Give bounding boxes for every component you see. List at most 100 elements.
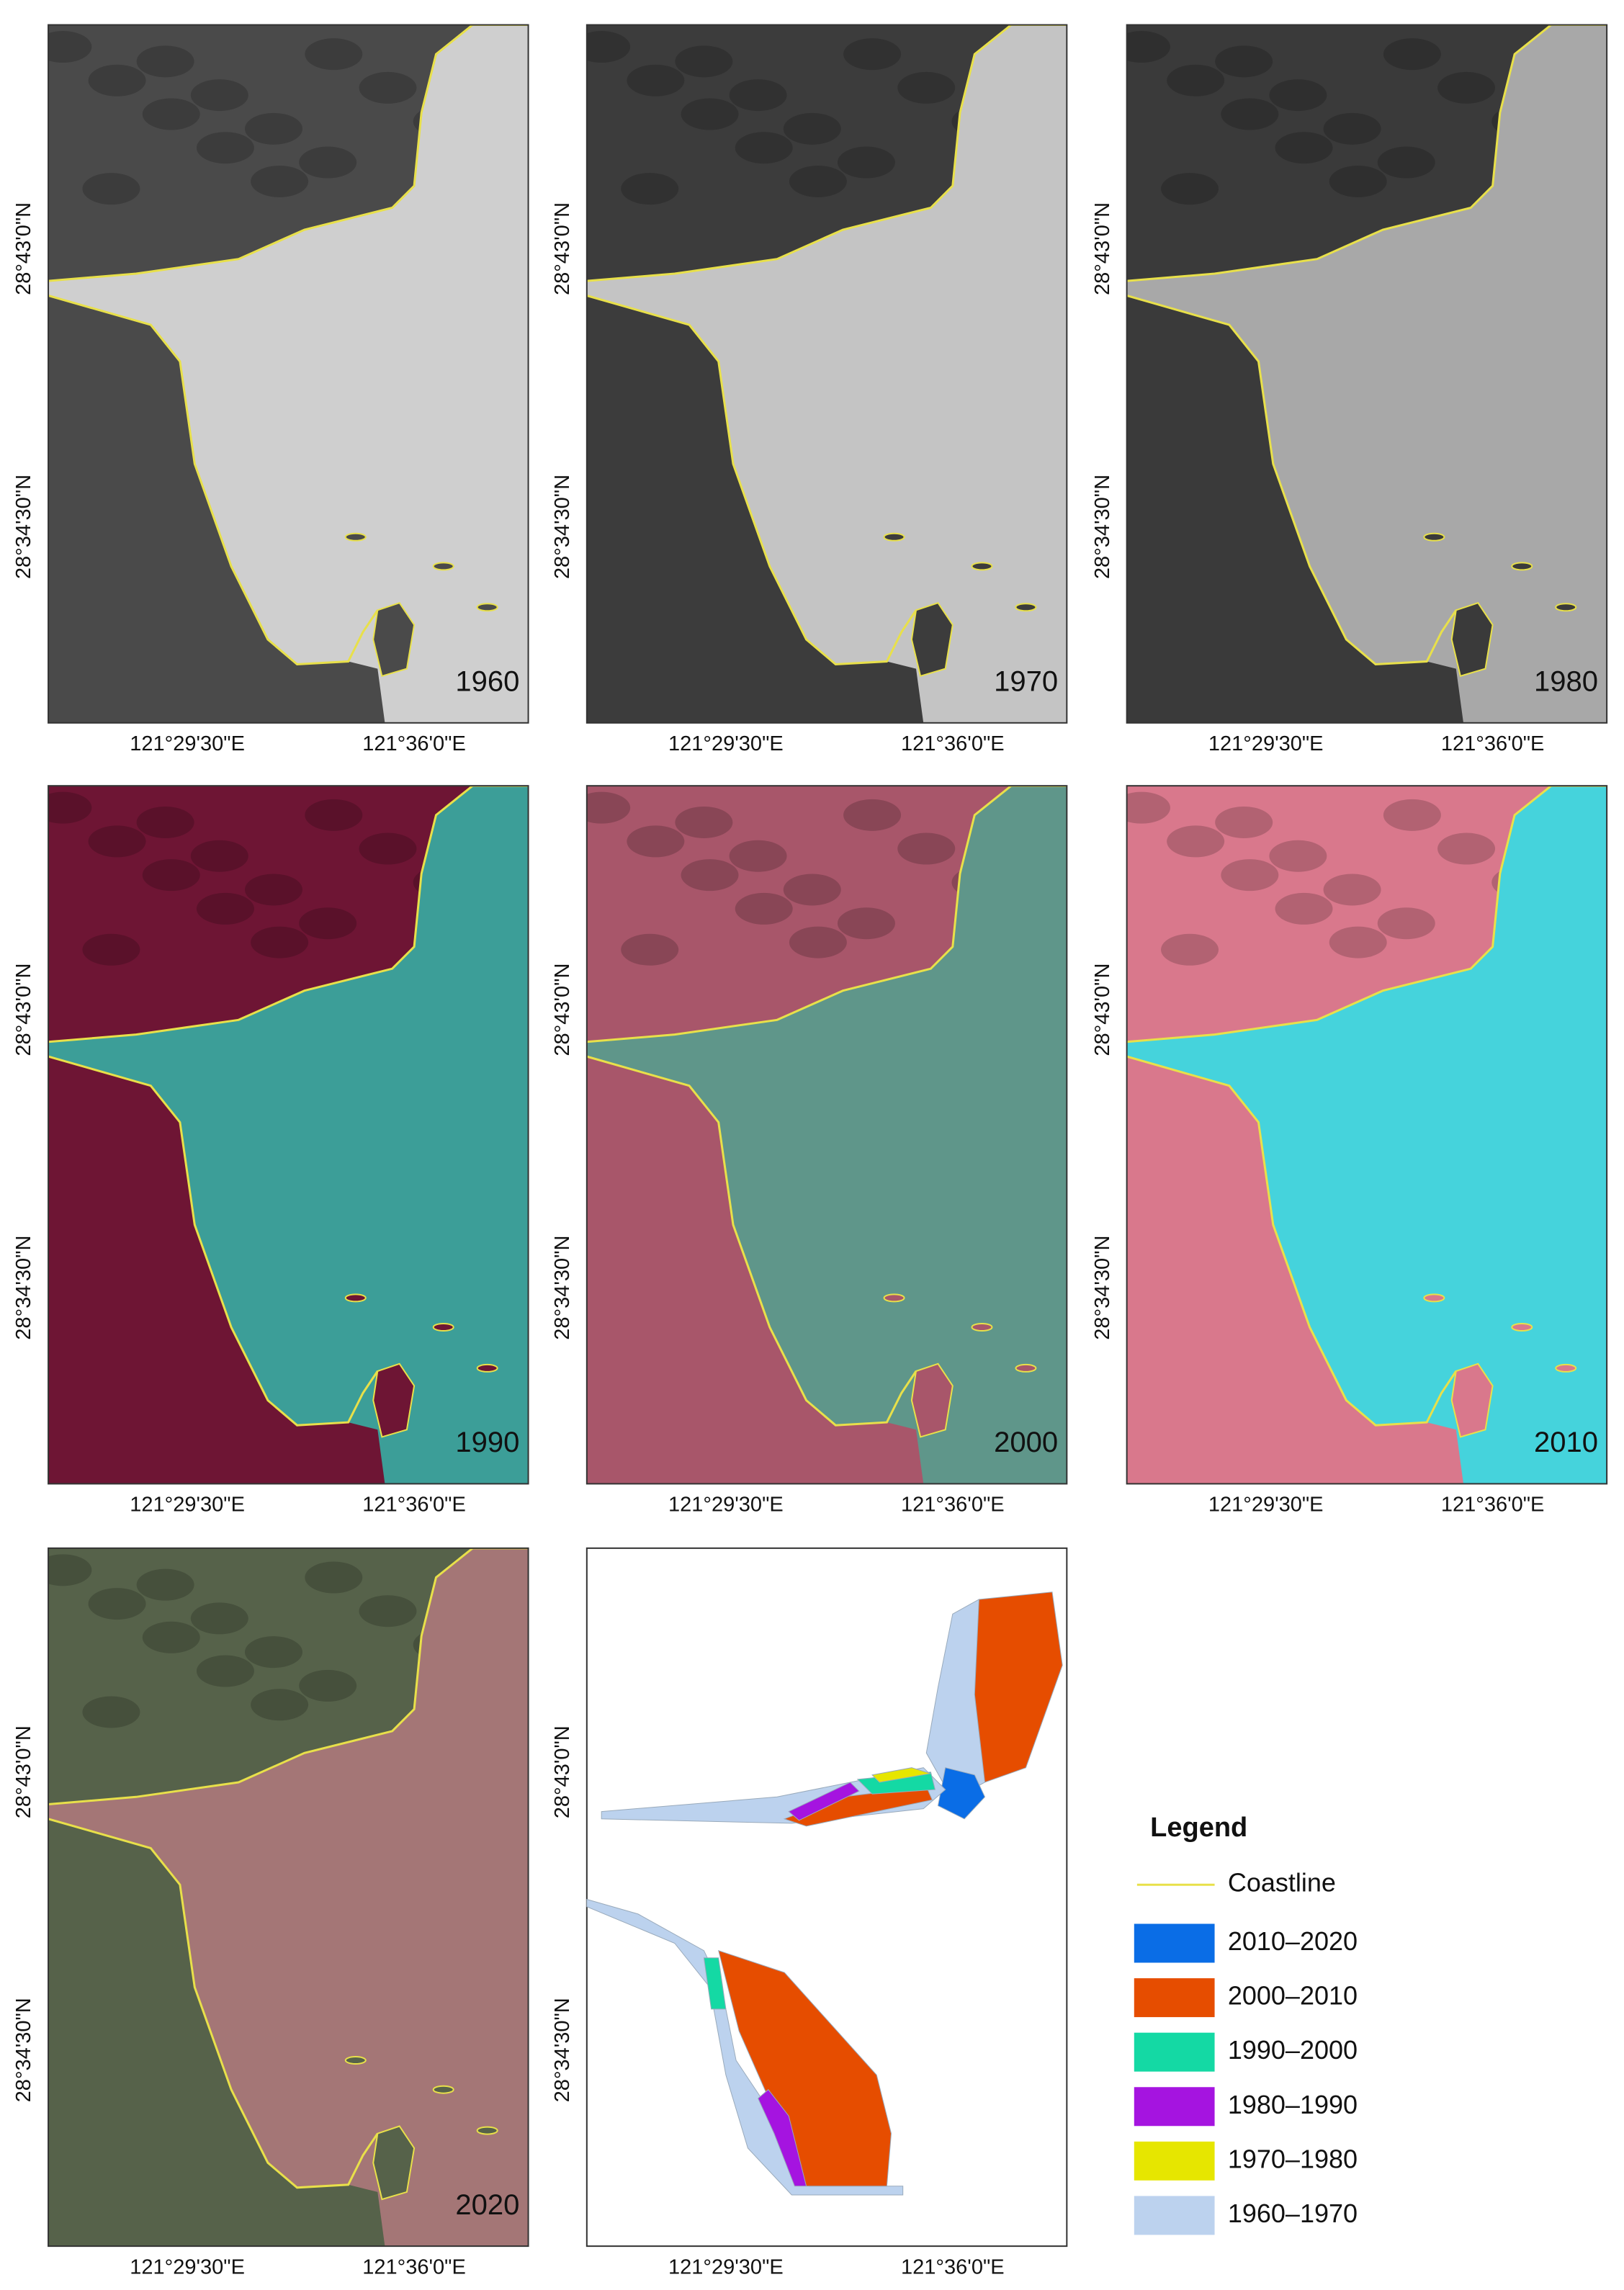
- lon-label: 121°29'30"E: [1208, 1494, 1324, 1517]
- terrain: [1215, 45, 1273, 78]
- reclamation-area: [937, 1767, 986, 1820]
- legend-label: 1970–1980: [1228, 2144, 1358, 2173]
- lat-label: 28°43'0"N: [1091, 202, 1114, 295]
- reclamation-area: [974, 1591, 1063, 1783]
- terrain: [1221, 859, 1279, 892]
- terrain: [190, 79, 248, 112]
- lat-label: 28°34'30"N: [551, 475, 574, 579]
- year-label: 1970: [994, 666, 1058, 698]
- island: [344, 1293, 367, 1303]
- terrain: [136, 45, 194, 78]
- coastline: [586, 24, 1067, 282]
- terrain: [359, 832, 417, 865]
- terrain: [843, 38, 902, 71]
- terrain: [1329, 926, 1387, 958]
- terrain: [190, 840, 248, 872]
- terrain: [1377, 907, 1435, 940]
- terrain: [196, 132, 254, 164]
- year-label: 2020: [455, 2189, 519, 2221]
- island: [971, 1323, 993, 1332]
- island: [1423, 1293, 1445, 1303]
- island: [432, 1323, 454, 1332]
- island: [1450, 602, 1494, 678]
- water: [586, 786, 1067, 1484]
- water: [586, 24, 1067, 723]
- reclamation-area: [757, 2088, 807, 2187]
- island: [971, 562, 993, 571]
- terrain: [359, 71, 417, 104]
- terrain: [1323, 112, 1381, 145]
- lon-label: 121°29'30"E: [668, 1494, 784, 1517]
- terrain: [1377, 146, 1435, 179]
- terrain: [681, 859, 739, 892]
- terrain: [244, 112, 302, 145]
- island: [372, 1362, 416, 1438]
- lon-label: 121°36'0"E: [362, 732, 466, 755]
- lat-label: 28°34'30"N: [551, 1998, 574, 2102]
- island: [344, 2056, 367, 2065]
- terrain: [82, 1696, 140, 1728]
- panel-border: [48, 24, 529, 724]
- island: [1015, 1363, 1037, 1373]
- legend-label: Coastline: [1228, 1868, 1336, 1898]
- legend-swatch: [1134, 2087, 1215, 2127]
- coastline: [1126, 786, 1607, 1043]
- coastline: [48, 1055, 379, 1427]
- terrain: [675, 806, 733, 838]
- terrain: [729, 79, 787, 112]
- map-panel: [586, 786, 1067, 1484]
- terrain: [136, 806, 194, 838]
- legend-label: 1980–1990: [1228, 2090, 1358, 2119]
- coastline: [586, 1055, 918, 1427]
- terrain: [251, 1689, 309, 1721]
- terrain: [586, 791, 631, 824]
- lat-label: 28°43'0"N: [551, 964, 574, 1056]
- island: [1015, 603, 1037, 612]
- island: [910, 1362, 954, 1438]
- coastline: [1126, 295, 1458, 666]
- terrain: [1323, 874, 1381, 906]
- legend-swatch: [1134, 1978, 1215, 2018]
- island: [883, 1293, 905, 1303]
- legend-label: 1990–2000: [1228, 2035, 1358, 2065]
- lon-label: 121°36'0"E: [1441, 732, 1545, 755]
- coastline: [48, 1818, 379, 2189]
- legend-label: 1960–1970: [1228, 2199, 1358, 2228]
- map-panel: [1126, 24, 1607, 723]
- terrain: [244, 1636, 302, 1669]
- terrain: [359, 1595, 417, 1627]
- terrain: [789, 165, 847, 197]
- terrain: [783, 874, 841, 906]
- map-panel: [48, 24, 529, 723]
- terrain: [136, 1568, 194, 1601]
- lat-label: 28°43'0"N: [12, 1725, 35, 1818]
- water: [1126, 786, 1607, 1484]
- terrain: [88, 825, 146, 858]
- lon-label: 121°36'0"E: [1441, 1494, 1545, 1517]
- lat-label: 28°43'0"N: [551, 1725, 574, 1818]
- terrain: [1437, 832, 1496, 865]
- lat-label: 28°43'0"N: [551, 202, 574, 295]
- lon-label: 121°36'0"E: [901, 732, 1005, 755]
- terrain: [621, 173, 679, 205]
- terrain: [1269, 840, 1327, 872]
- terrain: [196, 892, 254, 925]
- terrain: [1221, 98, 1279, 130]
- island: [432, 2085, 454, 2094]
- terrain: [735, 132, 793, 164]
- terrain: [142, 98, 200, 130]
- panel-border: [1126, 785, 1608, 1485]
- terrain: [621, 933, 679, 966]
- terrain: [244, 874, 302, 906]
- lat-label: 28°43'0"N: [12, 964, 35, 1056]
- terrain: [897, 832, 956, 865]
- lat-label: 28°34'30"N: [1091, 1236, 1114, 1340]
- terrain: [837, 907, 895, 940]
- coastline: [48, 295, 379, 666]
- water: [48, 24, 529, 723]
- map-panel: [1126, 786, 1607, 1484]
- lat-label: 28°34'30"N: [12, 1236, 35, 1340]
- water: [1126, 24, 1607, 723]
- terrain: [1269, 79, 1327, 112]
